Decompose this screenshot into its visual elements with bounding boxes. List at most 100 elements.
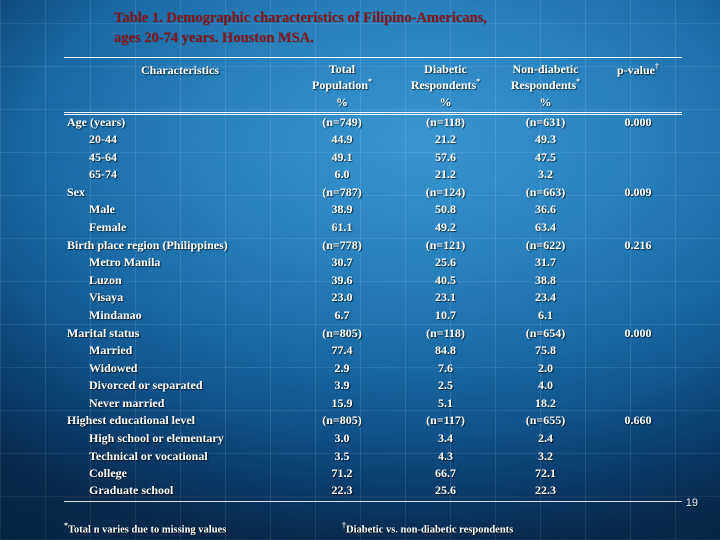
row-label: Divorced or separated [89, 378, 203, 393]
table-row: Technical or vocational 3.5 4.3 3.2 [64, 448, 682, 466]
row-value: (n=124) [425, 184, 466, 199]
table-row: Male 38.9 50.8 36.6 [64, 201, 682, 219]
row-label: Technical or vocational [89, 448, 208, 463]
row-value [594, 430, 682, 448]
row-value: 22.3 [497, 482, 594, 502]
table-row: Sex (n=787) (n=124) (n=663) 0.009 [64, 184, 682, 202]
row-value: 50.8 [435, 202, 456, 217]
table-row: Mindanao 6.7 10.7 6.1 [64, 307, 682, 325]
row-value [594, 254, 682, 272]
row-value: 25.6 [435, 255, 456, 270]
row-value: 0.660 [624, 413, 652, 428]
row-value: 7.6 [438, 360, 453, 375]
row-value: 3.4 [438, 431, 453, 446]
row-value [594, 465, 682, 483]
row-value [594, 201, 682, 219]
row-value: 3.2 [538, 167, 553, 182]
table-row: 20-44 44.9 21.2 49.3 [64, 131, 682, 149]
table-row: Birth place region (Philippines) (n=778) (… [64, 237, 682, 255]
row-value: (n=622) [525, 237, 566, 252]
table-row: Female 61.1 49.2 63.4 [64, 219, 682, 237]
row-value: 0.000 [624, 115, 652, 130]
row-value [594, 289, 682, 307]
header-footnote-marker: † [655, 62, 659, 71]
row-value [594, 482, 682, 502]
row-value [594, 219, 682, 237]
row-value: 44.9 [331, 131, 353, 146]
demographics-table: Characteristics Total Population* % Diab… [64, 57, 682, 502]
table-header: Characteristics Total Population* % Diab… [64, 57, 682, 115]
row-value: 75.8 [535, 343, 556, 358]
table-row: 45-64 49.1 57.6 47.5 [64, 149, 682, 167]
table-row: Never married 15.9 5.1 18.2 [64, 395, 682, 413]
header-nondiabetic-respondents: Non-diabetic Respondents* % [497, 57, 594, 115]
row-value: (n=631) [525, 115, 566, 130]
row-value: 38.9 [331, 202, 353, 217]
row-value: 3.2 [538, 448, 553, 463]
row-value [594, 149, 682, 167]
header-label: Non-diabetic Respondents [510, 62, 579, 92]
table-row: Visaya 23.0 23.1 23.4 [64, 289, 682, 307]
row-label: Mindanao [89, 307, 142, 322]
row-value: (n=117) [426, 413, 465, 428]
row-value: (n=655) [525, 413, 566, 428]
row-value [594, 131, 682, 149]
header-footnote-marker: * [368, 77, 372, 86]
row-value: 49.3 [535, 131, 556, 146]
row-label: Birth place region (Philippines) [67, 237, 228, 252]
row-value: 18.2 [535, 395, 556, 410]
table-row: Metro Manila 30.7 25.6 31.7 [64, 254, 682, 272]
row-label: 20-44 [89, 131, 117, 146]
row-value: (n=749) [322, 115, 362, 130]
table-row: High school or elementary 3.0 3.4 2.4 [64, 430, 682, 448]
row-value: (n=787) [322, 184, 362, 199]
row-value: 39.6 [331, 272, 353, 287]
row-label: Married [89, 343, 133, 358]
row-label: Graduate school [64, 482, 290, 502]
row-value: 47.5 [535, 149, 556, 164]
row-label: Male [89, 202, 115, 217]
row-label: High school or elementary [89, 431, 224, 446]
header-unit: % [336, 95, 348, 109]
row-value: 6.7 [334, 307, 350, 322]
row-value [594, 448, 682, 466]
row-value [594, 342, 682, 360]
header-unit: % [539, 95, 552, 109]
table-row: Marital status (n=805) (n=118) (n=654) 0.000 [64, 325, 682, 343]
header-total-population: Total Population* % [290, 57, 394, 115]
header-label: p-value [616, 63, 655, 77]
row-value: 30.7 [331, 255, 353, 270]
row-value: 22.3 [290, 482, 394, 502]
footnote-text: Diabetic vs. non-diabetic respondents [346, 524, 514, 535]
row-value: (n=778) [322, 237, 362, 252]
table-row: College 71.2 66.7 72.1 [64, 465, 682, 483]
row-value: (n=118) [426, 115, 465, 130]
row-value [594, 395, 682, 413]
row-value: 38.8 [535, 272, 556, 287]
header-footnote-marker: * [476, 77, 481, 86]
row-label: Marital status [67, 325, 140, 340]
slide-title-line1: Table 1. Demographic characteristics of … [114, 10, 487, 26]
footnote-marker: * [64, 520, 68, 530]
row-value [594, 166, 682, 184]
row-value: 25.6 [394, 482, 497, 502]
row-value: 4.3 [438, 448, 453, 463]
row-value: 2.0 [538, 360, 553, 375]
row-label: Visaya [89, 290, 124, 305]
table-header-row: Characteristics Total Population* % Diab… [64, 57, 682, 115]
header-diabetic-respondents: Diabetic Respondents* % [394, 57, 497, 115]
header-unit: % [439, 95, 452, 109]
footnote-marker: † [342, 520, 346, 530]
row-value: 0.009 [624, 184, 652, 199]
footnote-pvalue: †Diabetic vs. non-diabetic respondents [342, 521, 513, 536]
table-row: Graduate school 22.3 25.6 22.3 [64, 482, 682, 502]
row-value: 5.1 [438, 395, 453, 410]
row-label: 45-64 [89, 149, 117, 164]
row-value: 2.5 [438, 378, 453, 393]
header-label: Diabetic Respondents [410, 62, 477, 92]
row-label: Age (years) [67, 115, 126, 130]
row-value: (n=805) [322, 413, 362, 428]
table-row: 65-74 6.0 21.2 3.2 [64, 166, 682, 184]
table-body: Age (years) (n=749) (n=118) (n=631) 0.000 20-… [64, 114, 682, 502]
